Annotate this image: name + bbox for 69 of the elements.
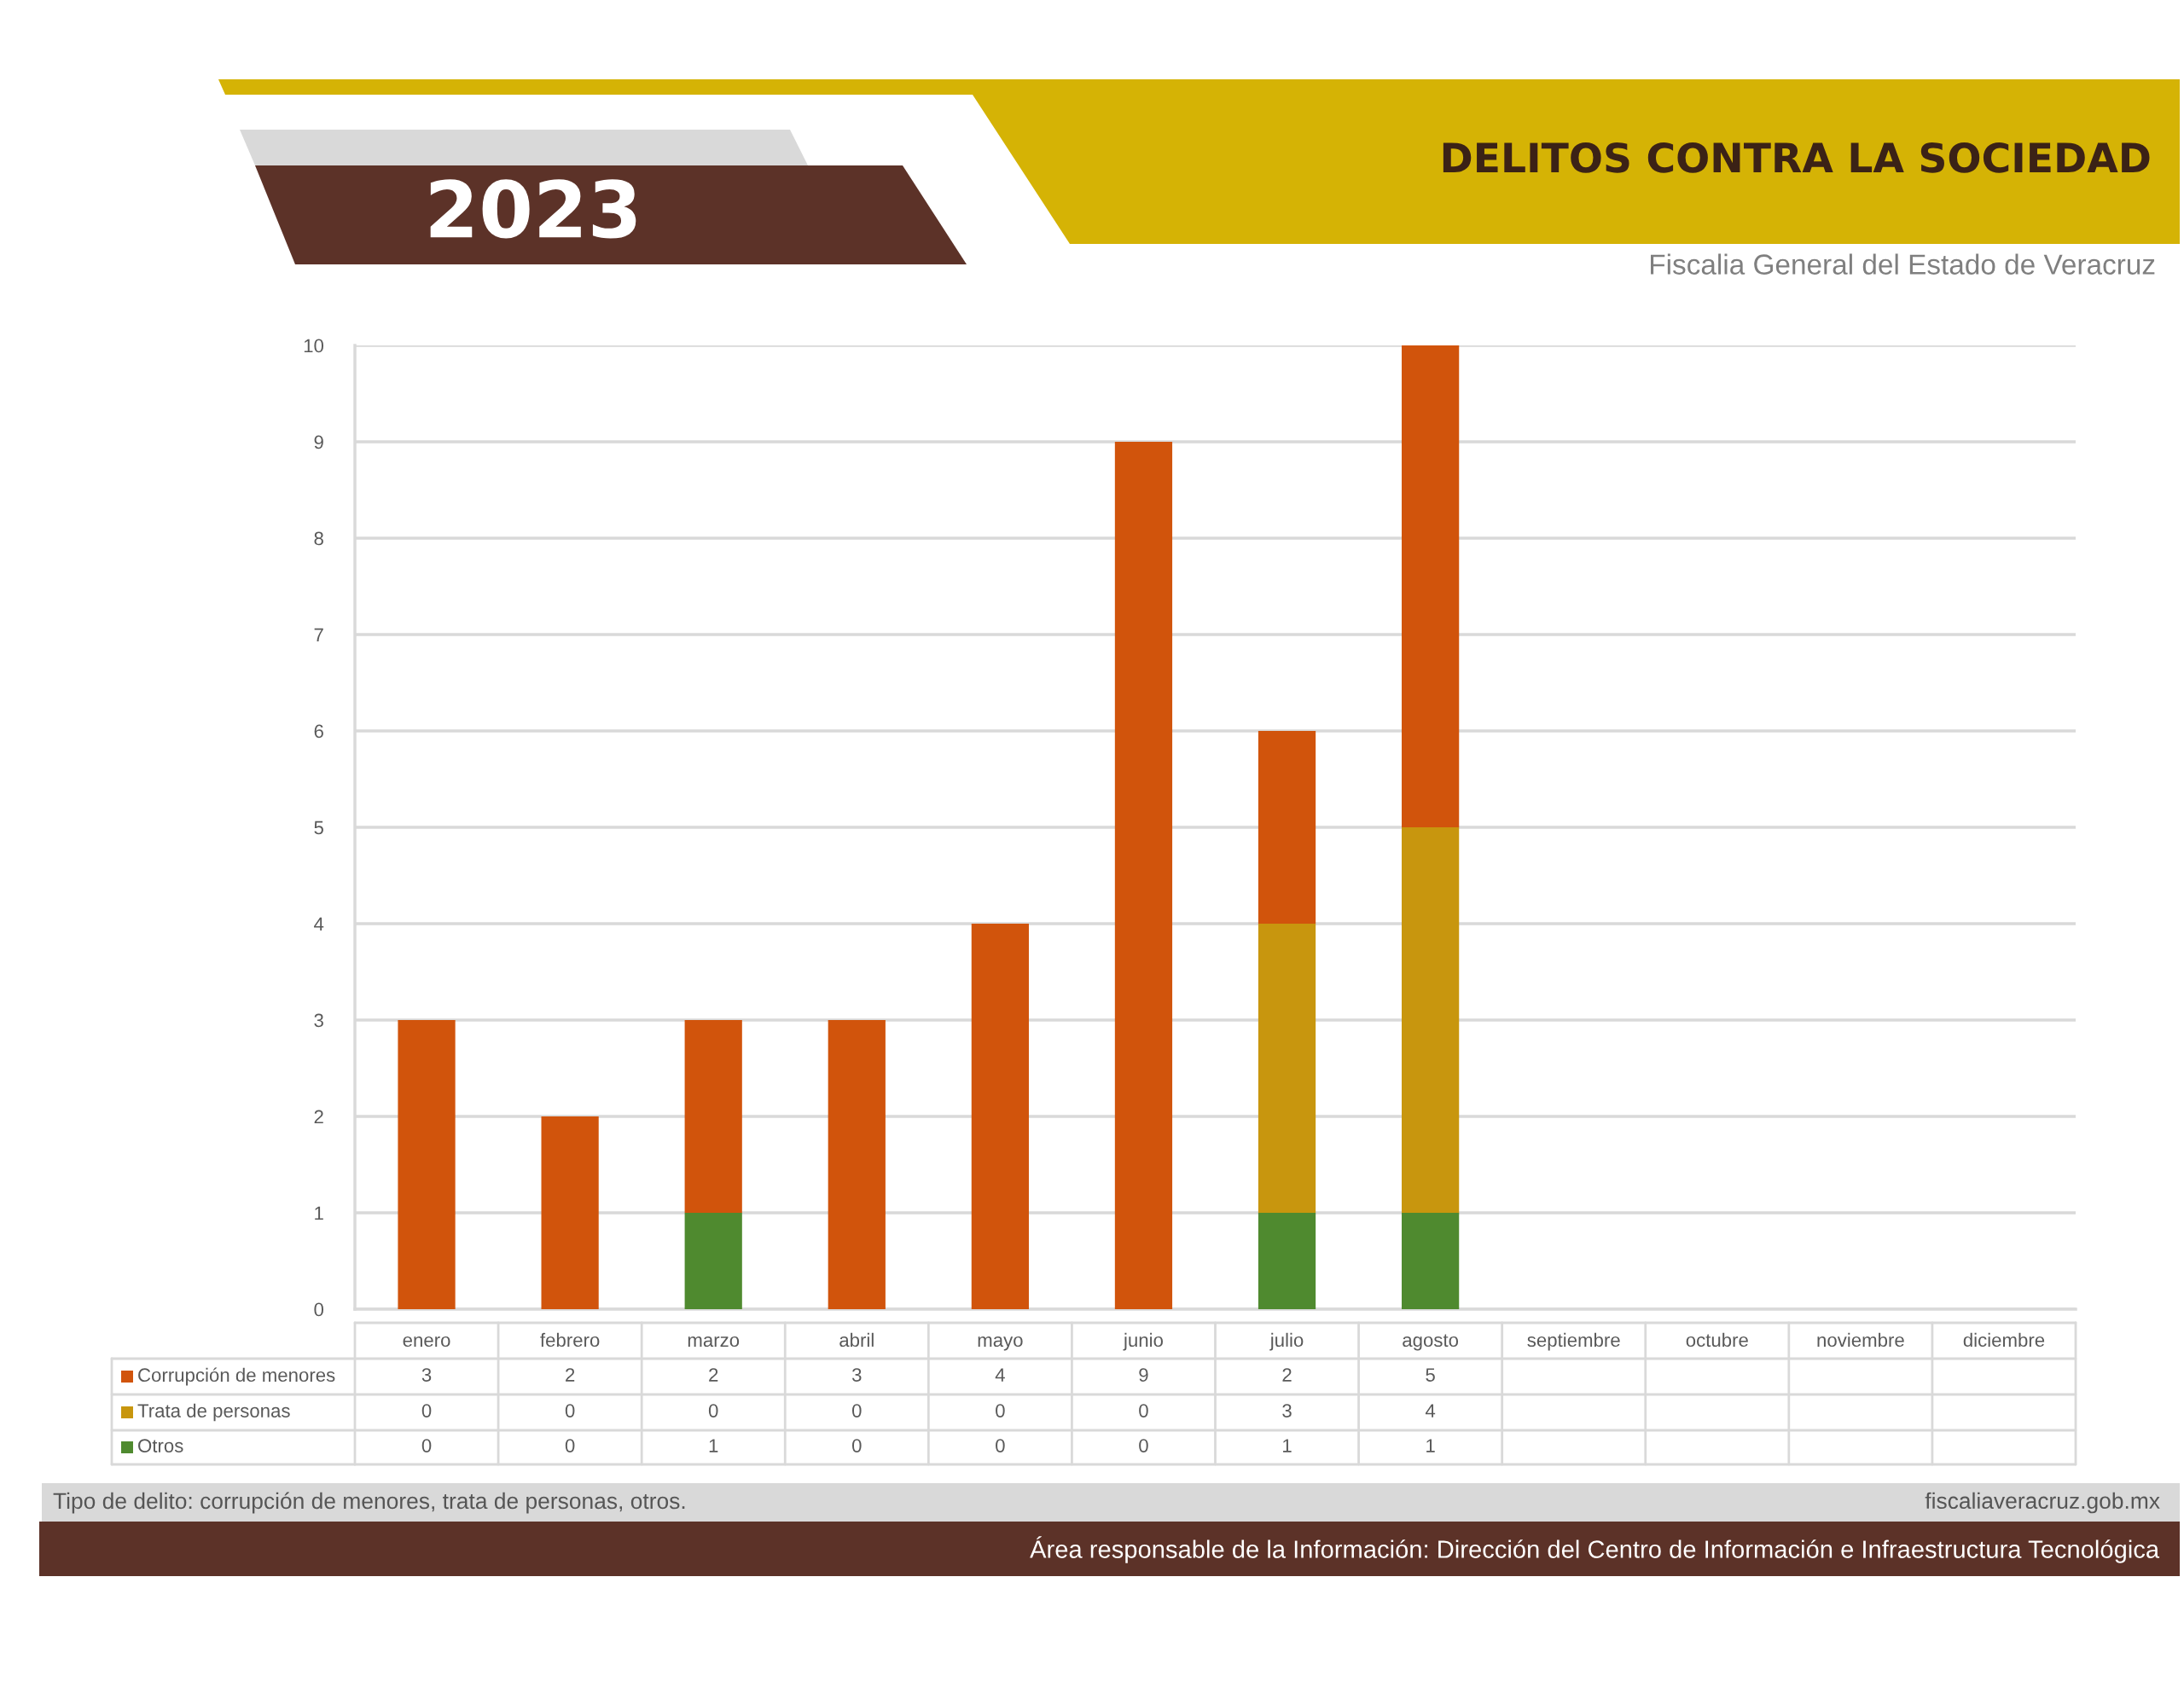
data-label: 1	[1283, 1439, 1292, 1452]
y-tick-label: 0	[314, 1302, 324, 1317]
y-tick-label: 8	[314, 531, 323, 546]
data-label: 0	[851, 1404, 862, 1417]
bar	[398, 1020, 456, 1309]
text: Área responsable de la Información: Dirección del Centro de Información e Infraestructura Tecnológica	[1030, 1536, 2160, 1563]
data-label: 1	[1426, 1439, 1435, 1452]
x-tick-label: agosto	[1403, 1334, 1459, 1351]
text: fiscaliaveracruz.gob.mx	[1925, 1492, 2160, 1514]
data-label: 4	[995, 1368, 1005, 1382]
legend-label: Trata de personas	[137, 1403, 290, 1422]
y-tick-label: 1	[315, 1206, 323, 1220]
data-label: 0	[565, 1439, 575, 1452]
x-tick-label: diciembre	[1963, 1332, 2045, 1348]
data-label: 4	[1425, 1404, 1436, 1417]
data-label: 0	[1139, 1439, 1148, 1452]
bar	[1258, 924, 1316, 1213]
x-tick-label: abril	[839, 1332, 874, 1348]
y-tick-label: 7	[314, 628, 323, 642]
x-tick-label: julio	[1269, 1332, 1304, 1351]
bar	[828, 1020, 886, 1309]
y-tick-label: 2	[314, 1110, 323, 1124]
x-tick-label: febrero	[540, 1332, 600, 1348]
data-label: 3	[851, 1368, 862, 1382]
data-label: 0	[1139, 1404, 1148, 1417]
y-tick-label: 6	[314, 724, 323, 739]
x-tick-label: octubre	[1686, 1332, 1748, 1348]
text: 2023	[430, 179, 636, 239]
data-label: 0	[996, 1439, 1005, 1452]
chart-title: DELITOS CONTRA LA SOCIEDAD	[1443, 142, 2150, 173]
bar	[684, 1020, 742, 1213]
data-label: 0	[421, 1439, 432, 1452]
data-label: 1	[709, 1439, 718, 1452]
bar	[1258, 1213, 1316, 1309]
y-tick-label: 4	[314, 917, 324, 931]
bar	[1114, 442, 1173, 1309]
data-label: 3	[421, 1368, 432, 1382]
y-tick-label: 3	[314, 1013, 323, 1028]
y-tick-label: 10	[304, 339, 324, 353]
data-label: 5	[1426, 1368, 1435, 1382]
bar	[684, 1213, 742, 1309]
bar	[541, 1116, 599, 1309]
y-tick-label: 9	[314, 435, 323, 449]
bar	[1402, 827, 1460, 1213]
bar	[1258, 731, 1316, 924]
x-tick-label: enero	[403, 1336, 450, 1348]
bar	[971, 924, 1029, 1309]
data-label: 0	[996, 1404, 1005, 1417]
x-tick-label: mayo	[978, 1336, 1023, 1351]
chart-subtitle: Fiscalia General del Estado de Veracruz	[1651, 253, 2155, 275]
x-tick-label: septiembre	[1527, 1332, 1620, 1351]
x-tick-label: noviembre	[1817, 1332, 1904, 1348]
data-label: 9	[1139, 1368, 1148, 1382]
legend-label: Corrupción de menores	[138, 1367, 335, 1386]
data-label: 0	[708, 1404, 718, 1417]
data-label: 3	[1282, 1404, 1292, 1417]
bar	[1402, 1213, 1460, 1309]
data-label: 2	[566, 1368, 575, 1382]
data-label: 0	[421, 1404, 432, 1417]
y-tick-label: 5	[314, 820, 323, 835]
data-label: 0	[565, 1404, 575, 1417]
data-label: 2	[1282, 1368, 1292, 1382]
x-tick-label: marzo	[688, 1336, 740, 1348]
legend-label: Otros	[138, 1439, 183, 1452]
x-tick-label: junio	[1123, 1332, 1163, 1351]
text: Tipo de delito: corrupción de menores, trata de personas, otros.	[53, 1492, 685, 1514]
bar	[1402, 345, 1460, 827]
data-label: 2	[709, 1368, 718, 1382]
data-label: 0	[851, 1439, 862, 1452]
